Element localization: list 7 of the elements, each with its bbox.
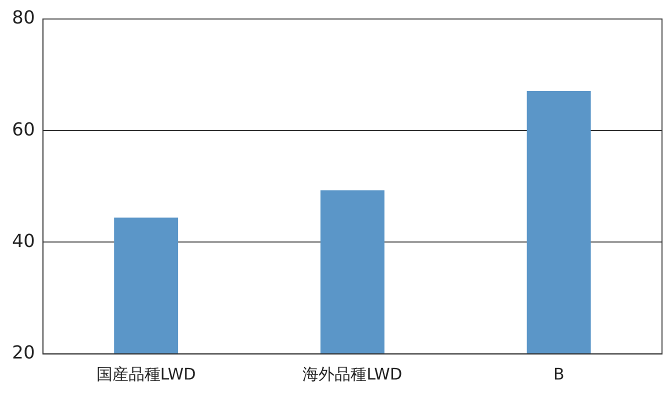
- y-tick-label: 60: [12, 119, 35, 140]
- x-tick-label: 国産品種LWD: [96, 364, 196, 384]
- y-tick-label: 20: [12, 342, 35, 364]
- y-tick-label: 40: [12, 230, 35, 252]
- x-tick-label: B: [553, 364, 564, 384]
- y-tick-label: 80: [12, 8, 35, 29]
- x-tick-label: 海外品種LWD: [302, 364, 402, 384]
